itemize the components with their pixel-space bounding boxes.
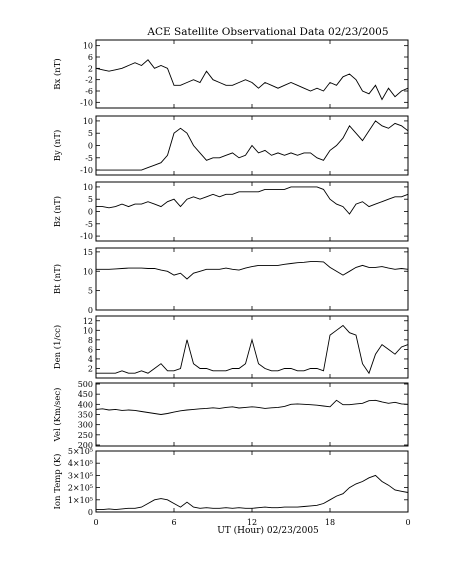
x-tick-label: 0 bbox=[93, 518, 98, 527]
series-line bbox=[96, 261, 409, 280]
y-tick-label: -2 bbox=[85, 76, 93, 85]
y-tick-label: -5 bbox=[85, 154, 93, 163]
series-line bbox=[96, 324, 409, 375]
y-tick-label: 0 bbox=[88, 142, 93, 151]
y-tick-label: 3×10⁵ bbox=[68, 471, 93, 480]
y-axis-label: Bx (nT) bbox=[52, 58, 63, 90]
y-tick-label: 10 bbox=[83, 183, 93, 192]
y-tick-label: 0 bbox=[88, 306, 93, 315]
panel-3: 15 10 5 0 Bt (nT) bbox=[52, 247, 409, 315]
y-axis-label: Den (1/cc) bbox=[52, 325, 63, 369]
y-tick-label: 15 bbox=[83, 248, 93, 257]
y-tick-label: 10 bbox=[83, 326, 93, 335]
series-line bbox=[96, 186, 409, 215]
y-tick-label: 250 bbox=[78, 431, 93, 440]
y-tick-label: 5 bbox=[88, 195, 93, 204]
y-tick-label: -10 bbox=[80, 232, 93, 241]
y-tick-label: -6 bbox=[85, 87, 93, 96]
y-tick-label: 8 bbox=[88, 336, 93, 345]
y-tick-label: 10 bbox=[83, 117, 93, 126]
y-axis-label: Bz (nT) bbox=[52, 196, 63, 227]
y-tick-label: 2 bbox=[88, 364, 93, 373]
y-tick-label: 12 bbox=[83, 317, 93, 326]
y-axis-label: Vel (Km/sec) bbox=[52, 388, 63, 443]
y-axis-label: Ion Temp (K) bbox=[52, 454, 63, 510]
x-tick-label: 18 bbox=[325, 518, 335, 527]
y-tick-label: -10 bbox=[80, 166, 93, 175]
y-tick-label: 6 bbox=[88, 53, 93, 62]
y-tick-label: 10 bbox=[83, 267, 93, 276]
y-tick-label: 200 bbox=[78, 441, 93, 450]
y-tick-label: 450 bbox=[78, 390, 93, 399]
x-axis: 0 6 12 18 0 bbox=[93, 518, 410, 527]
y-tick-label: -10 bbox=[80, 98, 93, 107]
panel-6: 5×10⁵ 4×10⁵ 3×10⁵ 2×10⁵ 1×10⁵ 0 Ion Temp (K) bbox=[52, 447, 409, 517]
series-line bbox=[96, 120, 409, 171]
y-tick-label: 4×10⁵ bbox=[68, 459, 93, 468]
y-tick-label: 5×10⁵ bbox=[68, 447, 93, 456]
y-tick-label: 300 bbox=[78, 421, 93, 430]
y-tick-label: 400 bbox=[78, 400, 93, 409]
y-axis-label: Bt (nT) bbox=[52, 264, 63, 294]
figure-title: ACE Satellite Observational Data 02/23/2… bbox=[146, 26, 388, 38]
panel-0: 10 6 2 -2 -6 -10 Bx (nT) bbox=[52, 39, 409, 109]
y-tick-label: 2 bbox=[88, 64, 93, 73]
y-tick-label: 500 bbox=[78, 380, 93, 389]
y-tick-label: 4 bbox=[88, 355, 93, 364]
y-tick-label: 0 bbox=[88, 508, 93, 517]
y-tick-label: 350 bbox=[78, 411, 93, 420]
x-tick-label: 0 bbox=[405, 518, 410, 527]
y-tick-label: 6 bbox=[88, 345, 93, 354]
x-axis-label: UT (Hour) 02/23/2005 bbox=[217, 525, 319, 536]
y-tick-label: 10 bbox=[83, 42, 93, 51]
y-tick-label: -5 bbox=[85, 220, 93, 229]
series-line bbox=[96, 474, 409, 511]
x-tick-label: 12 bbox=[247, 518, 257, 527]
y-tick-label: 5 bbox=[88, 287, 93, 296]
series-line bbox=[95, 399, 409, 415]
y-axis-label: By (nT) bbox=[52, 130, 63, 162]
panels: 10 6 2 -2 -6 -10 Bx (nT) 10 5 0 -5 -10 By (nT) 10 5 0 -5… bbox=[52, 39, 409, 517]
y-tick-label: 5 bbox=[88, 129, 93, 138]
x-tick-label: 6 bbox=[171, 518, 176, 527]
y-tick-label: 1×10⁵ bbox=[68, 496, 93, 505]
series-line bbox=[95, 59, 409, 101]
y-tick-label: 2×10⁵ bbox=[68, 484, 93, 493]
panel-2: 10 5 0 -5 -10 Bz (nT) bbox=[52, 181, 409, 242]
y-tick-label: 0 bbox=[88, 208, 93, 217]
panel-1: 10 5 0 -5 -10 By (nT) bbox=[52, 115, 409, 176]
